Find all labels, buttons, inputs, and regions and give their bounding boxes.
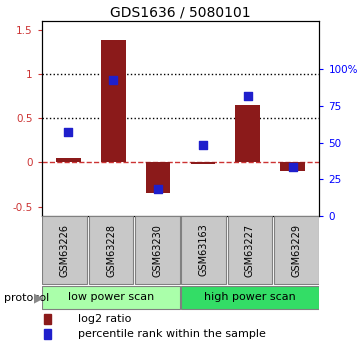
Text: GSM63228: GSM63228 [106, 224, 116, 277]
Bar [43, 216, 87, 284]
Bar [235, 105, 260, 162]
Point [110, 77, 116, 82]
Point [290, 165, 295, 170]
Text: GSM63226: GSM63226 [60, 224, 70, 277]
Bar [56, 158, 81, 162]
Text: GSM63230: GSM63230 [152, 224, 162, 277]
Point [245, 93, 251, 99]
Point [66, 129, 71, 135]
Text: percentile rank within the sample: percentile rank within the sample [78, 329, 266, 339]
Title: GDS1636 / 5080101: GDS1636 / 5080101 [110, 6, 251, 20]
Text: log2 ratio: log2 ratio [78, 314, 131, 324]
Text: low power scan: low power scan [68, 292, 154, 302]
Bar [135, 216, 179, 284]
Text: ▶: ▶ [34, 291, 44, 304]
Text: GSM63227: GSM63227 [245, 224, 255, 277]
Bar [228, 216, 272, 284]
Bar [274, 216, 318, 284]
Point [200, 143, 206, 148]
Bar [280, 162, 305, 171]
Bar [191, 162, 215, 164]
Bar [146, 162, 170, 194]
Bar [89, 216, 133, 284]
Bar [42, 286, 180, 309]
Text: GSM63163: GSM63163 [199, 224, 209, 276]
Point [155, 187, 161, 192]
Text: protocol: protocol [4, 293, 49, 303]
Bar [181, 286, 319, 309]
Text: GSM63229: GSM63229 [291, 224, 301, 277]
Bar [182, 216, 226, 284]
Bar [101, 40, 126, 162]
Bar [44, 329, 51, 339]
Bar [44, 314, 51, 324]
Text: high power scan: high power scan [204, 292, 296, 302]
